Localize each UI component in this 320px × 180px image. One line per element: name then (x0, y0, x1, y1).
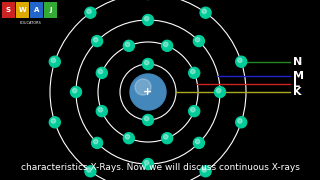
Circle shape (162, 40, 172, 51)
Circle shape (142, 159, 154, 170)
Circle shape (135, 79, 151, 95)
Circle shape (238, 119, 242, 123)
Text: +: + (143, 87, 153, 97)
Bar (30, 2, 43, 18)
Circle shape (191, 69, 195, 74)
Text: M: M (293, 71, 304, 81)
Circle shape (144, 116, 149, 121)
Circle shape (195, 37, 200, 42)
Circle shape (93, 139, 98, 144)
Circle shape (142, 58, 154, 69)
Circle shape (202, 168, 206, 172)
Circle shape (193, 137, 204, 148)
Circle shape (92, 36, 103, 47)
Circle shape (93, 37, 98, 42)
Circle shape (164, 135, 168, 139)
Circle shape (238, 58, 242, 62)
Circle shape (87, 9, 91, 14)
Circle shape (98, 69, 103, 74)
Circle shape (200, 166, 211, 177)
Circle shape (164, 42, 168, 47)
Circle shape (72, 88, 77, 93)
Circle shape (125, 135, 130, 139)
Circle shape (125, 42, 130, 47)
Circle shape (195, 139, 200, 144)
Text: K: K (293, 87, 301, 97)
Text: W: W (19, 7, 26, 13)
Text: S: S (6, 7, 11, 13)
Circle shape (162, 133, 172, 144)
Circle shape (144, 160, 149, 165)
Text: L: L (293, 79, 300, 89)
Text: A: A (34, 7, 39, 13)
Circle shape (193, 36, 204, 47)
Circle shape (124, 133, 134, 144)
Circle shape (189, 106, 200, 117)
Circle shape (98, 108, 103, 112)
Circle shape (124, 40, 134, 51)
Bar (2, 2, 15, 18)
Circle shape (214, 87, 226, 98)
Circle shape (85, 166, 96, 177)
Circle shape (236, 117, 247, 128)
Circle shape (130, 74, 166, 110)
Circle shape (144, 60, 149, 65)
Circle shape (189, 67, 200, 78)
Text: J: J (49, 7, 52, 13)
Circle shape (85, 7, 96, 18)
Bar (44, 2, 57, 18)
Circle shape (142, 114, 154, 125)
Text: N: N (293, 57, 302, 67)
Bar (16, 2, 29, 18)
Circle shape (191, 108, 195, 112)
Circle shape (142, 15, 154, 26)
Circle shape (200, 7, 211, 18)
Circle shape (51, 119, 56, 123)
Circle shape (49, 56, 60, 67)
Circle shape (96, 106, 107, 117)
Text: characteristics X-Rays. Now we will discuss continuous X-rays: characteristics X-Rays. Now we will disc… (20, 163, 300, 172)
Circle shape (236, 56, 247, 67)
Circle shape (51, 58, 56, 62)
Circle shape (87, 168, 91, 172)
Circle shape (49, 117, 60, 128)
Text: EDUCATORS: EDUCATORS (19, 21, 41, 25)
Circle shape (92, 137, 103, 148)
Circle shape (70, 87, 82, 98)
Circle shape (144, 16, 149, 21)
Circle shape (216, 88, 221, 93)
Circle shape (202, 9, 206, 14)
Circle shape (96, 67, 107, 78)
